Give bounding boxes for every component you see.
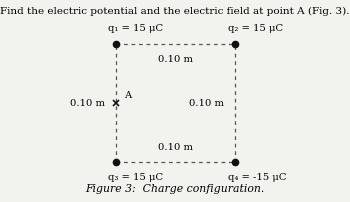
Text: q₂ = 15 μC: q₂ = 15 μC [228,24,283,33]
Text: Figure 3:  Charge configuration.: Figure 3: Charge configuration. [85,184,265,194]
Text: A: A [124,91,132,100]
Text: q₁ = 15 μC: q₁ = 15 μC [108,24,164,33]
Text: q₃ = 15 μC: q₃ = 15 μC [108,173,164,182]
Text: 0.10 m: 0.10 m [189,99,224,107]
Text: 0.10 m: 0.10 m [158,55,192,64]
Text: 0.10 m: 0.10 m [158,142,192,152]
Text: Find the electric potential and the electric field at point A (Fig. 3).: Find the electric potential and the elec… [0,7,350,16]
Text: 0.10 m: 0.10 m [70,99,105,107]
Text: q₄ = -15 μC: q₄ = -15 μC [228,173,286,182]
